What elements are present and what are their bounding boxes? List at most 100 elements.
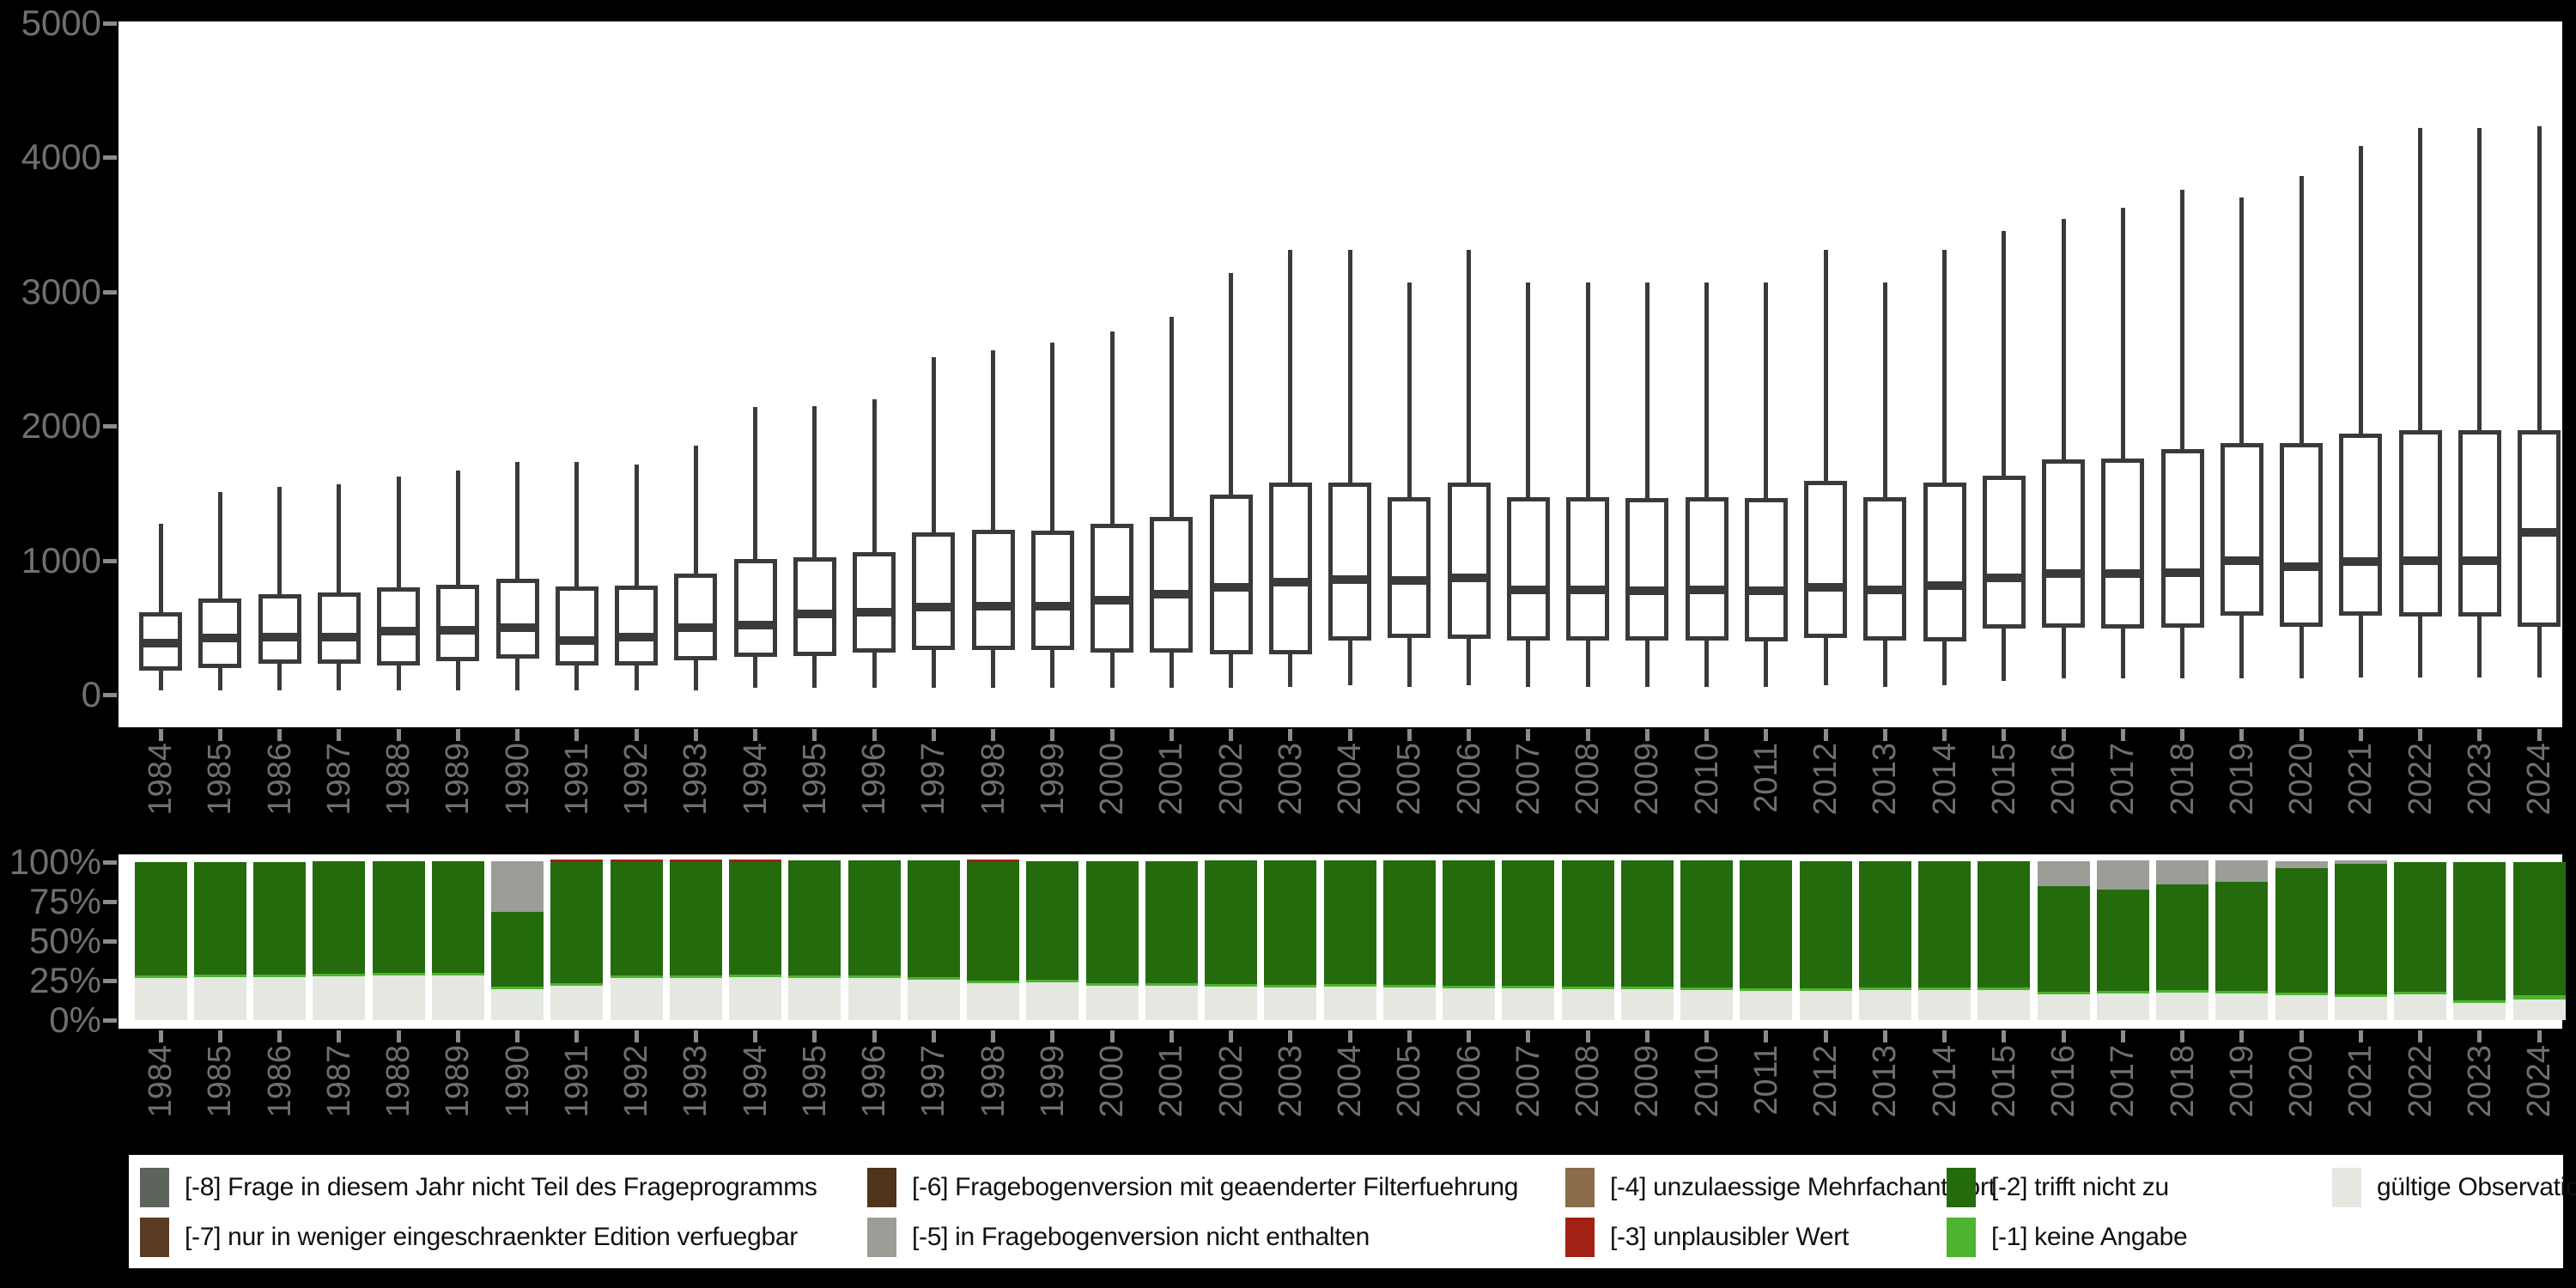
bar-segment-keine-angabe xyxy=(1085,982,1139,986)
bar-segment-trifft-nicht-zu xyxy=(669,861,722,976)
x-axis-tick-mark xyxy=(277,1030,282,1042)
bar-segment-trifft-nicht-zu xyxy=(1085,860,1139,983)
x-axis-year-label: 1999 xyxy=(1034,1045,1071,1118)
whisker-line xyxy=(1942,249,1947,686)
percent-axis-tick-label: 50% xyxy=(28,920,101,961)
median-line xyxy=(674,623,718,632)
y-axis-tick-label: 4000 xyxy=(21,137,101,177)
median-line xyxy=(1566,585,1609,594)
box xyxy=(674,574,718,661)
x-axis-year-label: 1991 xyxy=(558,743,595,816)
x-axis-tick-mark xyxy=(2061,729,2066,741)
bar-segment-valid xyxy=(1561,988,1614,1020)
box xyxy=(2280,443,2323,627)
whisker-line xyxy=(991,350,995,689)
box xyxy=(1982,475,2026,629)
bar-segment-keine-angabe xyxy=(1205,983,1257,987)
legend-item: [-3] unplausibler Wert xyxy=(1565,1218,1849,1257)
x-axis-year-label: 2023 xyxy=(2461,743,2498,816)
whisker-line xyxy=(2002,231,2007,682)
whisker-line xyxy=(1585,282,1590,687)
box xyxy=(2101,458,2145,629)
bar-segment-trifft-nicht-zu xyxy=(2512,862,2566,996)
bar-segment-valid xyxy=(1978,990,2031,1020)
bar-segment-valid xyxy=(2453,1002,2506,1020)
y-axis-tick-mark xyxy=(103,21,117,26)
bar-segment-keine-angabe xyxy=(2334,994,2387,998)
box xyxy=(1685,496,1728,641)
legend-swatch xyxy=(867,1168,896,1207)
median-line xyxy=(1447,573,1491,582)
bar-segment-valid xyxy=(134,978,187,1020)
x-axis-tick-mark xyxy=(2418,729,2422,741)
x-axis-year-label: 2010 xyxy=(1688,1045,1725,1118)
bar-segment-nicht-enthalten xyxy=(2215,860,2269,882)
legend-item: [-1] keine Angabe xyxy=(1947,1218,2188,1257)
bar-segment-trifft-nicht-zu xyxy=(193,861,246,975)
x-axis-tick-mark xyxy=(396,1030,401,1042)
whisker-line xyxy=(1050,342,1055,689)
whisker-line xyxy=(1467,249,1471,686)
y-axis-tick-mark xyxy=(103,558,117,563)
whisker-line xyxy=(1406,282,1412,687)
legend-label: [-6] Fragebogenversion mit geaenderter F… xyxy=(912,1173,1519,1201)
x-axis-year-label: 2004 xyxy=(1332,743,1368,816)
bar-segment-valid xyxy=(2037,993,2090,1020)
whisker-line xyxy=(1644,282,1649,687)
bar-segment-keine-angabe xyxy=(907,977,960,981)
percent-axis-tick-mark xyxy=(103,860,117,865)
bar-segment-valid xyxy=(1799,990,1852,1020)
box xyxy=(1506,496,1550,641)
x-axis-year-label: 2013 xyxy=(1867,743,1904,816)
legend-item: [-6] Fragebogenversion mit geaenderter F… xyxy=(867,1168,1518,1207)
bar-segment-keine-angabe xyxy=(1799,987,1852,991)
bar-segment-trifft-nicht-zu xyxy=(491,912,544,987)
whisker-line xyxy=(2180,189,2184,679)
x-axis-tick-mark xyxy=(931,1030,936,1042)
x-axis-tick-mark xyxy=(158,729,163,741)
bar-segment-keine-angabe xyxy=(1264,984,1317,987)
x-axis-tick-mark xyxy=(1347,729,1352,741)
x-axis-year-label: 2018 xyxy=(2164,1045,2201,1118)
whisker-line xyxy=(158,524,163,690)
bar-segment-unplausibler-wert xyxy=(610,859,663,862)
x-axis-tick-mark xyxy=(337,729,342,741)
bar-segment-trifft-nicht-zu xyxy=(2037,885,2090,992)
median-line xyxy=(1625,586,1669,595)
bar-segment-trifft-nicht-zu xyxy=(1680,860,1733,988)
percent-axis-tick-label: 25% xyxy=(28,960,101,1000)
x-axis-tick-mark xyxy=(1288,1030,1293,1042)
x-axis-tick-mark xyxy=(1526,729,1531,741)
bar-segment-keine-angabe xyxy=(1382,984,1436,987)
median-line xyxy=(733,620,777,629)
x-axis-year-label: 2020 xyxy=(2283,743,2319,816)
legend-label: [-1] keine Angabe xyxy=(1991,1223,2188,1251)
x-axis-tick-mark xyxy=(2061,1030,2066,1042)
whisker-line xyxy=(634,465,639,690)
x-axis-year-label: 2003 xyxy=(1272,1045,1309,1118)
median-line xyxy=(1091,595,1133,605)
legend-label: [-7] nur in weniger eingeschraenkter Edi… xyxy=(185,1223,798,1251)
bar-segment-keine-angabe xyxy=(1323,984,1376,987)
bar-segment-trifft-nicht-zu xyxy=(848,860,901,976)
bar-segment-trifft-nicht-zu xyxy=(1264,860,1317,985)
x-axis-year-label: 2010 xyxy=(1688,743,1725,816)
bar-segment-valid xyxy=(550,986,604,1020)
x-axis-tick-mark xyxy=(2299,729,2304,741)
x-axis-tick-mark xyxy=(337,1030,342,1042)
x-axis-tick-mark xyxy=(1288,729,1293,741)
x-axis-year-label: 2015 xyxy=(1985,743,2022,816)
bar-segment-valid xyxy=(967,982,1019,1020)
legend-swatch xyxy=(140,1168,169,1207)
x-axis-year-label: 1990 xyxy=(499,743,536,816)
legend-item: [-4] unzulaessige Mehrfachantwort xyxy=(1565,1168,1996,1207)
median-line xyxy=(1923,581,1966,591)
x-axis-tick-mark xyxy=(1644,729,1649,741)
median-line xyxy=(615,633,658,642)
x-axis-tick-mark xyxy=(2120,1030,2125,1042)
x-axis-year-label: 2000 xyxy=(1094,743,1130,816)
bar-segment-nicht-enthalten xyxy=(491,861,544,913)
median-line xyxy=(2518,527,2561,537)
median-line xyxy=(2220,556,2263,565)
